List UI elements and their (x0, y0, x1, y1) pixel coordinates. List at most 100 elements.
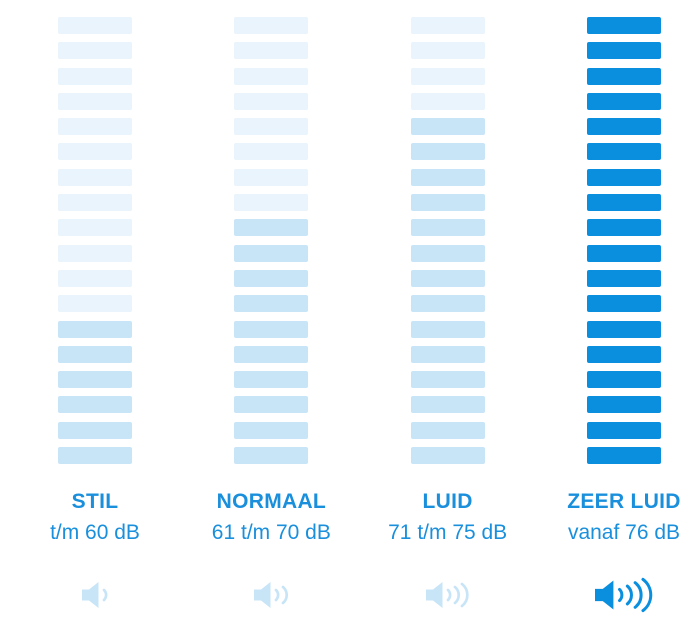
meter-bar (58, 92, 132, 110)
sound-level-column: ZEER LUID vanaf 76 dB (567, 17, 680, 631)
meter-bar (58, 295, 132, 313)
sound-wave-arc (453, 585, 461, 605)
db-range-label: 71 t/m 75 dB (388, 521, 508, 545)
sound-wave-arc (641, 577, 653, 613)
sound-level-column: LUID 71 t/m 75 dB (388, 17, 507, 631)
sound-wave-arc (274, 588, 280, 602)
meter-bar (410, 396, 485, 414)
meter-bar (586, 194, 661, 212)
meter-bar (234, 219, 309, 237)
meter-bar (234, 92, 309, 110)
meter-bar (410, 371, 485, 389)
meter-bar (58, 320, 132, 338)
sound-wave-arc (618, 587, 624, 603)
category-label: ZEER LUID (567, 490, 681, 514)
sound-wave-arc (633, 581, 643, 609)
level-meter (586, 17, 661, 465)
meter-bar (234, 345, 309, 363)
meter-bar (586, 396, 661, 414)
speaker-icon (82, 582, 108, 609)
speaker-icon-row (594, 577, 653, 613)
meter-bar (410, 244, 485, 262)
meter-bar (586, 92, 661, 110)
meter-bar (58, 219, 132, 237)
meter-bar (58, 371, 132, 389)
db-range-label: t/m 60 dB (50, 521, 140, 545)
meter-bar (410, 295, 485, 313)
meter-bar (58, 396, 132, 414)
meter-bar (586, 295, 661, 313)
category-label: STIL (71, 490, 119, 514)
speaker-cone (426, 582, 443, 609)
meter-bar (58, 17, 132, 34)
level-meter (410, 17, 485, 465)
meter-bar (410, 345, 485, 363)
sound-wave-arc (446, 588, 452, 602)
speaker-icon (426, 582, 469, 609)
speaker-icon (254, 582, 289, 609)
sound-wave-arc (281, 585, 289, 605)
meter-bar (410, 42, 485, 60)
meter-bar (234, 269, 309, 287)
meter-bar (234, 244, 309, 262)
meter-bar (586, 320, 661, 338)
meter-bar (58, 42, 132, 60)
meter-bar (234, 371, 309, 389)
meter-bar (234, 194, 309, 212)
speaker-icon (594, 577, 653, 613)
meter-bar (58, 194, 132, 212)
speaker-cone (254, 582, 271, 609)
category-label: LUID (422, 490, 473, 514)
meter-bar (234, 143, 309, 161)
speaker-icon-row (254, 577, 289, 613)
meter-bar (234, 67, 309, 85)
meter-bar (410, 17, 485, 34)
meter-bar (234, 42, 309, 60)
meter-bar (410, 118, 485, 136)
meter-bar (586, 219, 661, 237)
speaker-icon-row (426, 577, 469, 613)
meter-bar (410, 143, 485, 161)
meter-bar (586, 118, 661, 136)
meter-bar (410, 92, 485, 110)
meter-bar (58, 345, 132, 363)
meter-bar (58, 143, 132, 161)
meter-bar (586, 447, 661, 465)
meter-bar (586, 42, 661, 60)
sound-wave-arc (460, 582, 469, 608)
meter-bar (58, 168, 132, 186)
meter-bar (410, 168, 485, 186)
meter-bar (234, 168, 309, 186)
meter-bar (234, 421, 309, 439)
meter-bar (410, 421, 485, 439)
meter-bar (586, 244, 661, 262)
meter-bar (586, 168, 661, 186)
meter-bar (410, 320, 485, 338)
meter-bar (586, 345, 661, 363)
meter-bar (586, 421, 661, 439)
meter-bar (586, 371, 661, 389)
db-range-label: vanaf 76 dB (567, 521, 681, 545)
meter-bar (234, 17, 309, 34)
meter-bar (410, 194, 485, 212)
meter-bar (234, 295, 309, 313)
meter-bar (410, 269, 485, 287)
meter-bar (58, 67, 132, 85)
meter-bar (586, 67, 661, 85)
meter-bar (410, 447, 485, 465)
sound-wave-arc (625, 584, 633, 606)
meter-bar (586, 143, 661, 161)
meter-bar (586, 269, 661, 287)
sound-level-column: STIL t/m 60 dB (50, 17, 140, 631)
meter-bar (410, 219, 485, 237)
meter-bar (234, 320, 309, 338)
meter-bar (58, 421, 132, 439)
meter-bar (58, 244, 132, 262)
meter-bar (58, 269, 132, 287)
speaker-cone (82, 582, 99, 609)
meter-bar (410, 67, 485, 85)
db-range-label: 61 t/m 70 dB (211, 521, 331, 545)
meter-bar (234, 118, 309, 136)
meter-bar (234, 396, 309, 414)
